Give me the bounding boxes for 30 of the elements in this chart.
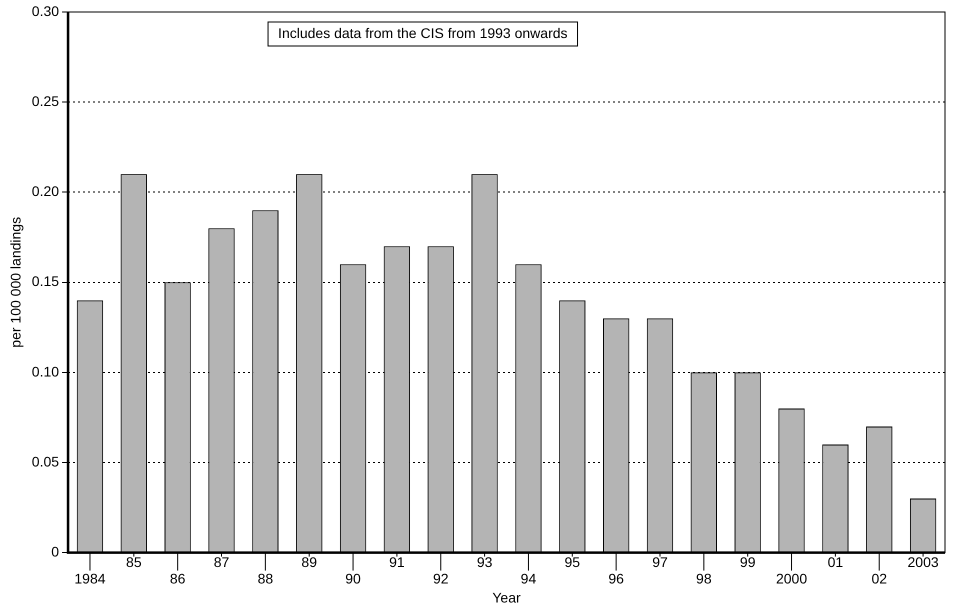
x-tick-label: 99: [740, 554, 756, 570]
x-tick-label: 96: [608, 570, 624, 587]
x-tick-label: 88: [258, 570, 274, 587]
y-tick-label: 0.10: [32, 363, 60, 380]
y-tick-label: 0.15: [32, 273, 60, 290]
x-tick-label: 91: [389, 554, 405, 570]
x-tick-label: 89: [301, 554, 318, 570]
y-tick-label: 0.20: [32, 183, 60, 200]
x-tick-label: 90: [345, 570, 362, 587]
x-tick-label: 01: [828, 554, 844, 570]
y-tick-label: 0.25: [32, 92, 60, 109]
x-tick-label: 02: [871, 570, 888, 587]
x-tick-label: 97: [652, 554, 668, 570]
x-tick-label: 2003: [908, 554, 939, 570]
x-tick-label: 93: [476, 554, 493, 570]
x-tick-label: 94: [520, 570, 536, 587]
x-axis-title: Year: [492, 589, 521, 606]
y-tick-label: 0.05: [32, 453, 60, 470]
x-tick-label: 98: [696, 570, 712, 587]
y-tick-label: 0.30: [32, 2, 60, 19]
y-tick-label: 0: [51, 543, 60, 560]
x-tick-label: 1984: [74, 570, 106, 587]
y-axis-title: per 100 000 landings: [7, 216, 24, 348]
x-tick-label: 87: [214, 554, 230, 570]
x-tick-label: 85: [126, 554, 142, 570]
annotation: Includes data from the CIS from 1993 onwards: [278, 24, 568, 41]
x-tick-label: 86: [170, 570, 186, 587]
x-tick-label: 2000: [776, 570, 808, 587]
x-tick-label: 95: [564, 554, 580, 570]
x-tick-label: 92: [432, 570, 449, 587]
